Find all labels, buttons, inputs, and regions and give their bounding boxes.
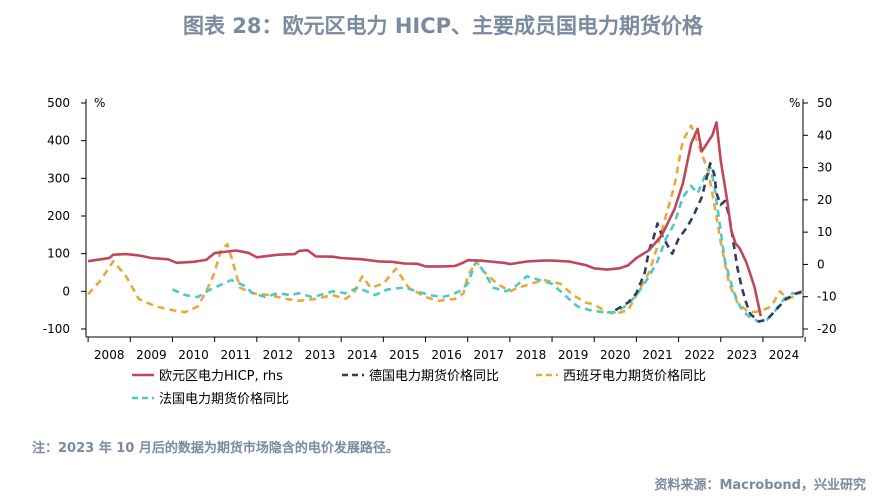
x-tick-label: 2014 [347, 348, 378, 362]
x-tick-label: 2015 [389, 348, 420, 362]
x-tick-label: 2023 [727, 348, 758, 362]
right-tick-label: -20 [817, 322, 837, 336]
legend-label: 法国电力期货价格同比 [159, 391, 289, 407]
x-tick-label: 2021 [642, 348, 673, 362]
x-tick-label: 2017 [474, 348, 505, 362]
footnote: 注：2023 年 10 月后的数据为期货市场隐含的电价发展路径。 [32, 441, 399, 456]
series-line [87, 124, 804, 316]
x-tick-label: 2010 [178, 348, 209, 362]
right-tick-label: 10 [817, 225, 832, 239]
chart-title: 图表 28：欧元区电力 HICP、主要成员国电力期货价格 [182, 14, 704, 38]
left-tick-label: 200 [47, 209, 70, 223]
right-axis-unit: % [789, 96, 800, 110]
right-tick-label: 40 [817, 128, 832, 142]
right-tick-label: 0 [817, 257, 825, 271]
x-tick-label: 2018 [516, 348, 547, 362]
x-tick-label: 2024 [769, 348, 800, 362]
left-tick-label: 100 [47, 247, 70, 261]
legend-label: 德国电力期货价格同比 [369, 368, 499, 384]
left-tick-label: 400 [47, 134, 70, 148]
chart-lines [87, 121, 804, 323]
series-line [614, 162, 804, 323]
left-tick-label: -100 [43, 322, 70, 336]
left-axis-unit: % [94, 96, 105, 110]
x-tick-label: 2012 [263, 348, 294, 362]
x-tick-label: 2009 [136, 348, 167, 362]
right-tick-label: 50 [817, 96, 832, 110]
left-tick-label: 300 [47, 171, 70, 185]
series-line [87, 121, 763, 317]
x-tick-label: 2008 [94, 348, 125, 362]
x-tick-label: 2020 [600, 348, 631, 362]
left-tick-label: 0 [62, 284, 70, 298]
x-tick-label: 2016 [431, 348, 462, 362]
chart-legend: 欧元区电力HICP, rhs 德国电力期货价格同比 西班牙电力期货价格同比法国电力期… [132, 368, 706, 407]
right-tick-label: 30 [817, 161, 832, 175]
left-tick-label: 500 [47, 96, 70, 110]
series-line [171, 165, 804, 323]
x-tick-label: 2022 [684, 348, 715, 362]
x-tick-label: 2013 [305, 348, 336, 362]
right-tick-label: -10 [817, 290, 837, 304]
legend-label: 欧元区电力HICP, rhs [159, 369, 283, 384]
x-tick-label: 2019 [558, 348, 589, 362]
x-tick-label: 2011 [220, 348, 251, 362]
source-note: 资料来源：Macrobond，兴业研究 [654, 478, 866, 493]
right-tick-label: 20 [817, 193, 832, 207]
legend-label: 西班牙电力期货价格同比 [563, 368, 706, 384]
